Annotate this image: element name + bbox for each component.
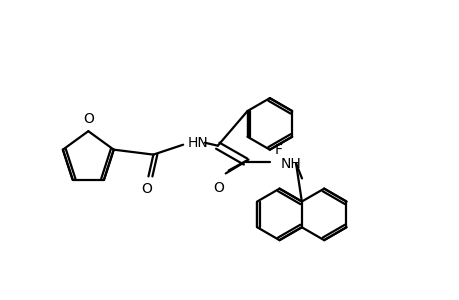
Text: O: O: [213, 182, 224, 195]
Text: F: F: [274, 143, 282, 157]
Text: NH: NH: [280, 157, 300, 170]
Text: HN: HN: [188, 136, 208, 150]
Text: O: O: [141, 182, 151, 197]
Text: O: O: [83, 112, 94, 126]
